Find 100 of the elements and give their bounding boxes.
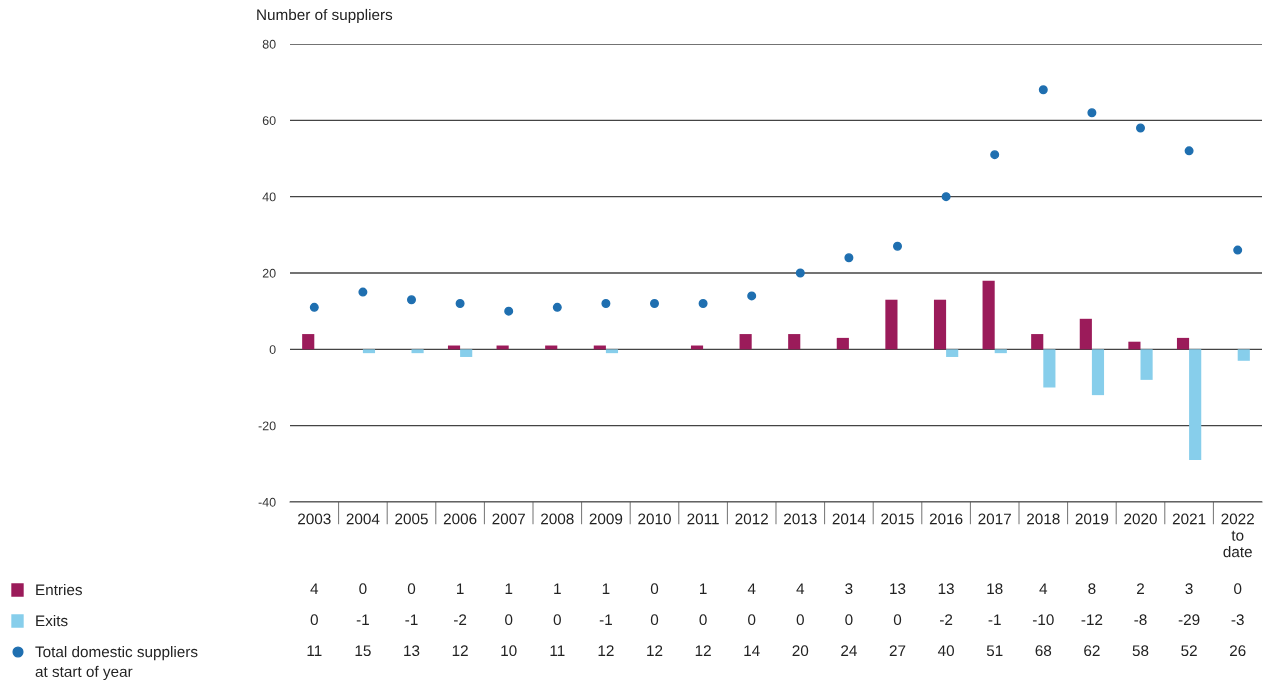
data-label: 4 [747,583,756,594]
x-tick-label: 2013 [784,513,817,525]
data-label: 0 [748,614,756,626]
y-tick-label: 80 [262,39,276,49]
bar [788,334,801,350]
point [1233,245,1243,255]
point [601,299,611,309]
y-axis-title: Number of suppliers [257,8,393,24]
data-label: 4 [796,583,805,594]
legend-label: Entries [36,584,82,596]
data-label: 51 [986,645,1003,657]
bar [933,299,947,350]
point [844,253,854,263]
x-tick-label: 2008 [541,513,574,525]
bar [946,349,959,357]
point [1184,146,1194,156]
x-tick-label: 2011 [687,513,719,525]
data-label: 24 [841,645,857,656]
data-label: 0 [407,583,416,595]
point [698,299,708,309]
point [1038,85,1048,95]
y-tick-label: -40 [258,497,276,507]
data-label: 58 [1132,645,1149,657]
x-tick-label: 2007 [492,513,525,525]
data-label: 3 [845,583,853,595]
x-tick-label: 2015 [881,513,914,525]
data-label: 0 [359,583,367,595]
data-label: 13 [938,583,954,595]
bar [362,349,376,354]
bar [411,349,424,354]
data-label: 62 [1084,645,1100,657]
point [1136,123,1145,133]
data-label: 68 [1035,645,1052,657]
data-label: 52 [1181,645,1197,657]
bar [1176,337,1190,350]
data-label: 0 [650,583,659,595]
data-label: 2 [1137,583,1144,594]
data-label: 20 [792,645,809,657]
data-label: -2 [939,614,953,625]
data-label: 1 [554,583,561,594]
x-tick-label: 2012 [735,513,768,525]
data-label: 1 [700,583,707,594]
data-label: 18 [987,583,1003,595]
bar [836,337,849,350]
data-label: 0 [796,614,804,626]
point [407,295,416,305]
x-tick-label: 2016 [929,513,963,525]
point [941,192,951,202]
data-label: 27 [889,645,906,656]
data-label: 15 [355,645,371,657]
y-tick-label: 60 [262,116,276,125]
bar [460,349,473,357]
x-tick-label: 2019 [1075,513,1109,525]
data-label: 14 [744,645,760,656]
data-label: 0 [310,614,318,626]
x-tick-label: 2006 [443,513,477,525]
x-tick-label: 2017 [978,513,1011,525]
y-tick-label: 40 [262,192,276,202]
bar [994,349,1007,354]
data-label: -1 [405,614,418,625]
y-tick-label: 20 [262,268,276,278]
bar [1128,341,1141,350]
data-label: 12 [452,645,468,656]
y-tick-label: 0 [269,345,276,354]
data-label: 13 [404,645,420,657]
point [455,299,465,309]
data-label: 3 [1185,583,1193,595]
bar [302,334,315,350]
legend-label: Exits [36,615,68,627]
x-tick-label: 2021 [1172,513,1206,525]
data-label: 26 [1229,645,1246,657]
data-label: 4 [1039,583,1048,594]
data-label: -8 [1134,614,1147,626]
point [358,287,368,297]
data-label: 11 [550,645,565,656]
x-tick-label: 2020 [1124,513,1157,525]
x-tick-label: 2018 [1027,513,1060,525]
x-tick-label: 2004 [346,513,380,525]
legend-label: Total domestic suppliers at start of year [35,646,198,681]
x-tick-label: 2009 [589,513,623,525]
data-label: 0 [699,614,707,626]
bar [1140,349,1153,380]
point [309,302,319,312]
data-label: -12 [1081,614,1103,625]
data-label: 12 [598,645,614,656]
point [747,291,757,301]
bar [605,349,619,354]
data-label: -1 [356,614,369,625]
data-label: -2 [453,614,467,625]
point [552,302,562,312]
bar [982,280,995,350]
bar [739,334,752,350]
x-tick-label: 2014 [832,513,866,525]
data-label: 0 [650,614,659,626]
bar [1237,349,1250,361]
data-label: -1 [599,614,612,625]
bar [885,299,898,350]
data-label: 40 [937,645,954,657]
data-label: -10 [1032,614,1054,626]
data-label: -1 [988,614,1001,625]
